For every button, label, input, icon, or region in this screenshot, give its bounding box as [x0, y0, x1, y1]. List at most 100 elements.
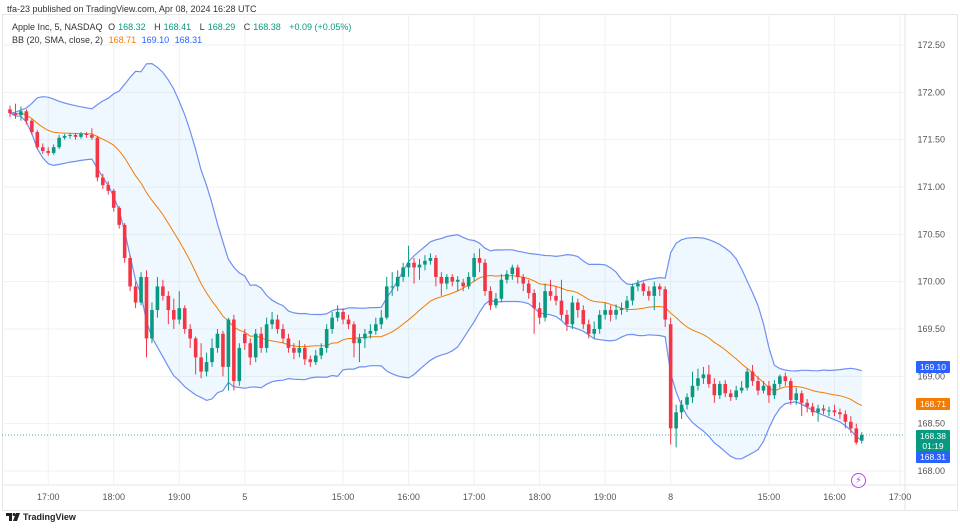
- candle: [133, 281, 138, 309]
- candle: [439, 272, 444, 296]
- candle-body: [696, 378, 700, 386]
- candle: [718, 381, 722, 400]
- candle: [363, 329, 367, 348]
- candle: [210, 338, 214, 367]
- candle-body: [783, 376, 788, 382]
- candle-body: [745, 371, 749, 388]
- candle: [379, 310, 384, 329]
- time-tick-label: 16:00: [823, 492, 846, 502]
- candle: [788, 378, 793, 405]
- bb-upper-value: 169.10: [141, 35, 170, 45]
- candle-body: [630, 286, 635, 301]
- candle-body: [494, 298, 498, 306]
- candle: [483, 258, 487, 296]
- candle-body: [827, 410, 831, 412]
- candle-body: [608, 310, 613, 315]
- candle-body: [117, 207, 121, 225]
- candle-body: [674, 412, 678, 429]
- candle: [799, 390, 804, 417]
- candle-body: [548, 291, 553, 296]
- time-axis[interactable]: 17:00 18:00 19:00 5 15:00 16:00 17:00 18:00 19:0…: [2, 484, 958, 502]
- candle-body: [603, 310, 607, 315]
- candle: [723, 380, 728, 398]
- candle: [101, 173, 105, 189]
- candle: [767, 381, 771, 403]
- candle: [139, 272, 143, 306]
- candle: [625, 295, 629, 312]
- lightning-icon[interactable]: ⚡︎: [851, 473, 866, 488]
- candle-body: [515, 267, 520, 277]
- candle-body: [297, 347, 302, 353]
- candle-body: [537, 308, 542, 318]
- candle-body: [794, 393, 799, 400]
- candle-body: [374, 324, 378, 331]
- candle: [292, 343, 296, 360]
- candle-body: [586, 324, 591, 334]
- candle-body: [679, 404, 684, 413]
- candle: [30, 118, 34, 135]
- bb-basis-value: 168.71: [108, 35, 137, 45]
- candle: [248, 338, 253, 365]
- candle-body: [346, 319, 351, 325]
- candle: [308, 355, 313, 367]
- candle-body: [832, 410, 837, 413]
- candle: [406, 245, 411, 277]
- close-value: 168.38: [253, 22, 281, 32]
- price-tick-label: 172.50: [917, 40, 945, 50]
- candle-body: [390, 286, 394, 288]
- bb-lower-value: 168.31: [174, 35, 203, 45]
- candle-body: [357, 338, 362, 344]
- candle-body: [62, 135, 67, 138]
- candle-body: [40, 147, 45, 152]
- candle: [515, 264, 520, 284]
- candle-body: [248, 343, 253, 358]
- candle: [46, 147, 51, 156]
- candle-body: [259, 333, 263, 348]
- candle-body: [172, 310, 176, 320]
- candle-body: [177, 308, 182, 320]
- candle: [237, 343, 242, 386]
- candle: [543, 283, 547, 322]
- candle-body: [499, 279, 504, 299]
- price-tick-label: 169.00: [917, 371, 945, 381]
- footer-brand: TradingView: [6, 512, 76, 522]
- candle: [701, 366, 706, 384]
- candle: [445, 274, 449, 290]
- open-label: O: [108, 22, 116, 32]
- low-value: 168.29: [207, 22, 236, 32]
- candle-body: [581, 310, 586, 325]
- bb-label[interactable]: BB (20, SMA, close, 2): [12, 35, 104, 45]
- candle-body: [51, 147, 56, 153]
- candle: [357, 333, 362, 363]
- price-axis[interactable]: 168.00 168.50 169.00 169.50 170.00 170.50 171.…: [904, 15, 945, 510]
- candle: [297, 340, 302, 358]
- candle: [707, 364, 711, 388]
- candle-body: [461, 282, 465, 287]
- candle: [494, 293, 498, 309]
- time-tick-label: 16:00: [397, 492, 420, 502]
- price-tick-label: 169.50: [917, 324, 945, 334]
- candle: [412, 258, 416, 284]
- candle: [368, 324, 373, 339]
- price-tick-label: 170.50: [917, 229, 945, 239]
- candle: [428, 253, 433, 265]
- candle: [854, 423, 859, 445]
- candle: [193, 336, 198, 375]
- candle-body: [455, 279, 460, 282]
- price-tick-label: 168.00: [917, 466, 945, 476]
- candle-body: [292, 347, 296, 353]
- candle: [242, 329, 247, 350]
- candle-body: [772, 383, 777, 396]
- candle-body: [19, 111, 23, 116]
- candle-body: [707, 374, 711, 384]
- candle-body: [505, 274, 509, 280]
- price-tick-label: 170.00: [917, 277, 945, 287]
- candle-body: [303, 347, 307, 360]
- candle-body: [767, 385, 771, 396]
- candle-body: [450, 276, 455, 282]
- candle: [259, 327, 263, 353]
- candle-body: [728, 393, 733, 398]
- time-tick-label: 5: [242, 492, 247, 502]
- symbol-name[interactable]: Apple Inc, 5, NASDAQ: [12, 22, 103, 32]
